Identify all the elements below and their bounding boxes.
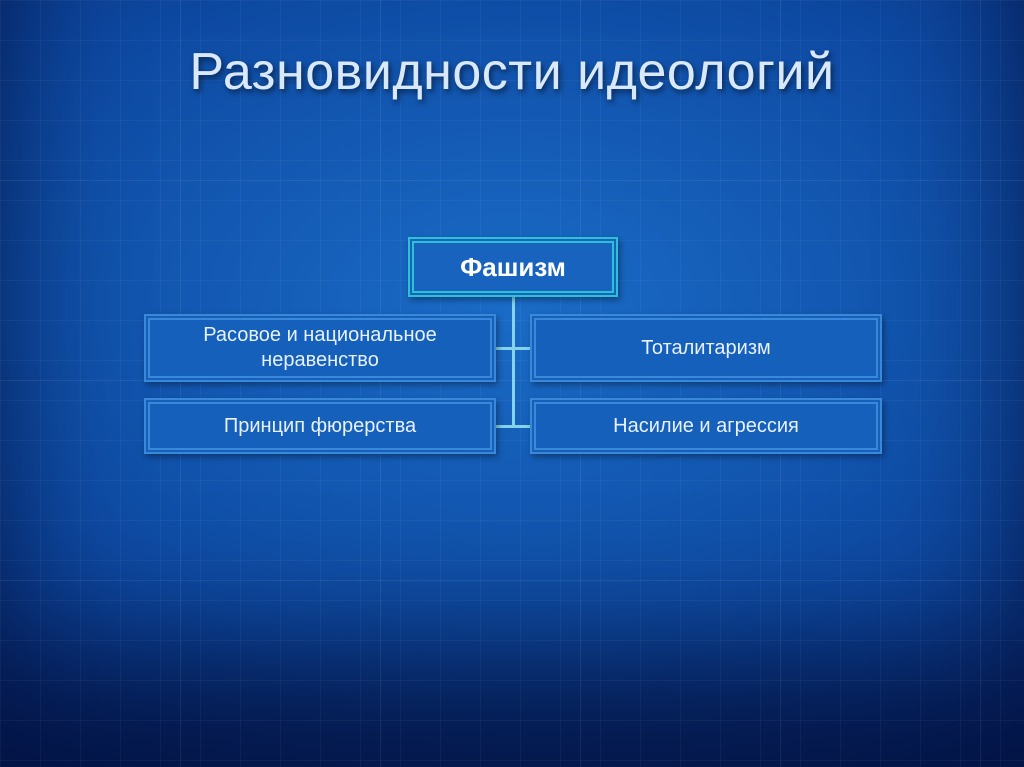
node-child-1: Тоталитаризм — [530, 314, 882, 382]
node-root-label: Фашизм — [460, 251, 566, 284]
connector-branch-2 — [496, 425, 513, 428]
org-chart-diagram: Фашизм Расовое и национальное неравенство… — [0, 0, 1024, 767]
node-child-2: Принцип фюрерства — [144, 398, 496, 454]
node-child-2-label: Принцип фюрерства — [224, 414, 416, 439]
node-child-0-label: Расовое и национальное неравенство — [156, 323, 484, 373]
node-child-3: Насилие и агрессия — [530, 398, 882, 454]
node-child-3-label: Насилие и агрессия — [613, 414, 799, 439]
connector-trunk — [512, 297, 515, 428]
connector-branch-1 — [513, 347, 530, 350]
node-child-1-label: Тоталитаризм — [641, 336, 771, 361]
slide: Разновидности идеологий ФашизмРасовое и … — [0, 0, 1024, 767]
node-root: Фашизм — [408, 237, 618, 297]
connector-branch-0 — [496, 347, 513, 350]
node-child-0: Расовое и национальное неравенство — [144, 314, 496, 382]
connector-branch-3 — [513, 425, 530, 428]
